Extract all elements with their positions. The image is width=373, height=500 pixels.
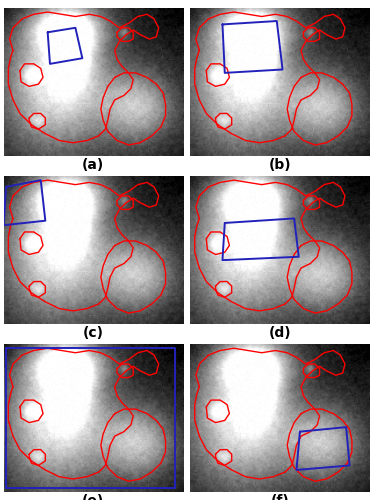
- X-axis label: (b): (b): [268, 158, 291, 172]
- X-axis label: (d): (d): [268, 326, 291, 340]
- X-axis label: (a): (a): [82, 158, 104, 172]
- X-axis label: (e): (e): [82, 494, 104, 500]
- X-axis label: (c): (c): [83, 326, 104, 340]
- X-axis label: (f): (f): [270, 494, 289, 500]
